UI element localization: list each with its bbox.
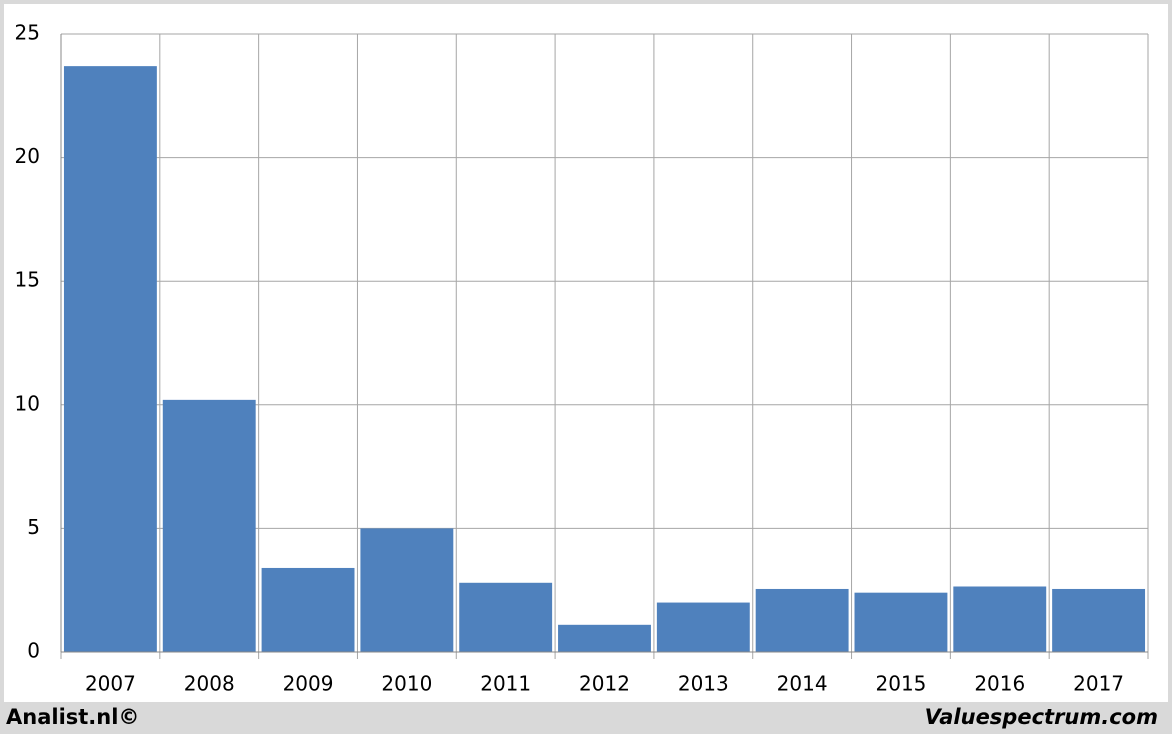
y-tick-label: 15 — [15, 268, 40, 292]
bar — [162, 399, 256, 652]
bar — [1052, 588, 1146, 652]
x-tick-label: 2013 — [678, 672, 729, 696]
footer-left: Analist.nl© — [6, 705, 139, 729]
y-tick-label: 10 — [15, 391, 40, 415]
bar — [953, 586, 1047, 652]
x-tick-label: 2012 — [579, 672, 630, 696]
bar — [63, 66, 157, 653]
y-tick-label: 20 — [15, 144, 40, 168]
bar — [755, 588, 849, 652]
bar — [558, 624, 651, 652]
bar — [261, 567, 355, 652]
footer-right: Valuespectrum.com — [925, 705, 1158, 729]
x-tick-label: 2014 — [777, 672, 828, 696]
x-tick-label: 2017 — [1073, 672, 1124, 696]
y-tick-label: 25 — [15, 21, 40, 45]
x-tick-label: 2015 — [876, 672, 927, 696]
bar — [459, 582, 553, 652]
y-tick-label: 5 — [27, 515, 40, 539]
bar — [360, 528, 454, 652]
x-tick-label: 2008 — [184, 672, 235, 696]
x-tick-label: 2009 — [283, 672, 334, 696]
bar — [854, 592, 948, 652]
bar — [656, 602, 750, 652]
y-tick-label: 0 — [27, 639, 40, 663]
x-tick-label: 2011 — [480, 672, 531, 696]
x-tick-label: 2007 — [85, 672, 136, 696]
x-tick-label: 2016 — [974, 672, 1025, 696]
x-tick-label: 2010 — [381, 672, 432, 696]
